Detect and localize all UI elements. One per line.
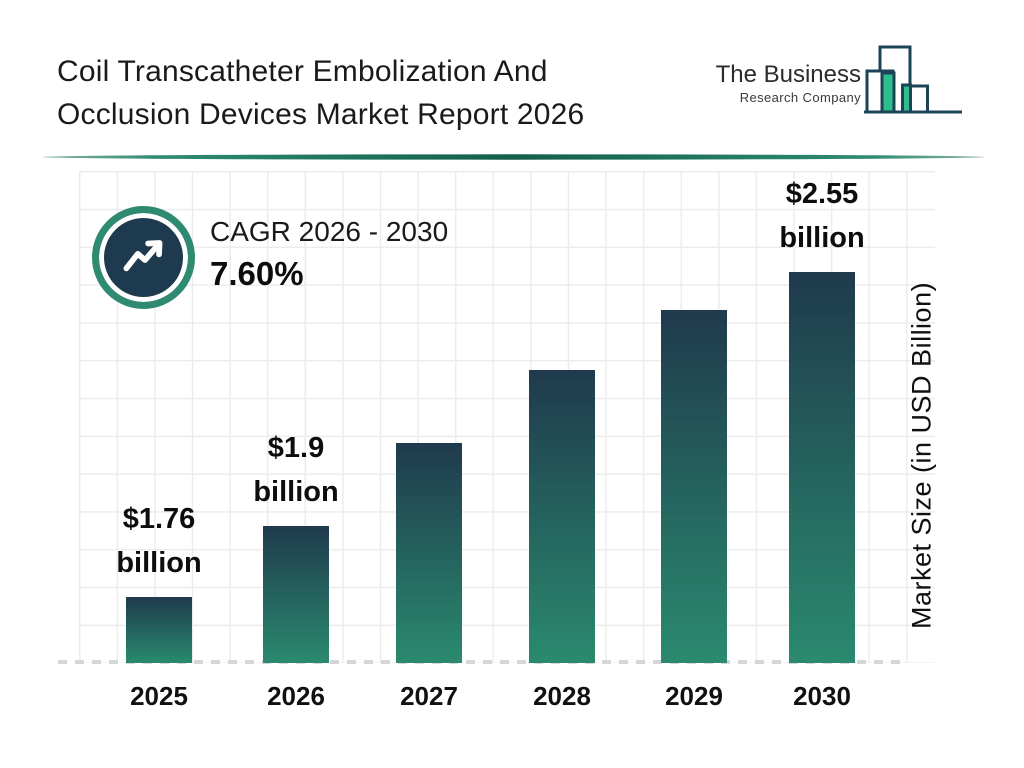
bar-2029 [661, 310, 727, 663]
page-title-line2: Occlusion Devices Market Report 2026 [57, 98, 585, 131]
bar-2030 [789, 272, 855, 663]
value-label-2026: $1.9 billion [253, 432, 339, 508]
page-title-line1: Coil Transcatheter Embolization And [57, 55, 548, 88]
x-tick-2028: 2028 [533, 681, 591, 711]
cagr-badge: CAGR 2026 - 2030 7.60% [92, 206, 512, 316]
cagr-text: CAGR 2026 - 2030 7.60% [210, 216, 448, 293]
x-tick-2026: 2026 [267, 681, 325, 711]
y-axis-label: Market Size (in USD Billion) [906, 281, 937, 629]
bar-2025 [126, 597, 192, 663]
bar-2026 [263, 526, 329, 663]
bar-chart-logo-icon [864, 45, 962, 114]
cagr-label: CAGR 2026 - 2030 [210, 216, 449, 247]
x-tick-2027: 2027 [400, 681, 458, 711]
page-title: Coil Transcatheter Embolization And Occl… [57, 50, 584, 136]
cagr-value: 7.60% [210, 255, 304, 292]
x-axis-baseline [58, 660, 908, 664]
value-label-2030: $2.55 billion [779, 178, 865, 254]
trending-up-icon [92, 206, 195, 309]
x-tick-2030: 2030 [793, 681, 851, 711]
value-label-2025: $1.76 billion [116, 503, 202, 579]
company-logo-text: The Business Research Company [716, 61, 861, 118]
bar-2028 [529, 370, 595, 663]
bar-2027 [396, 443, 462, 663]
x-tick-2029: 2029 [665, 681, 723, 711]
title-divider [42, 154, 985, 160]
logo-subname: Research Company [739, 90, 861, 105]
company-logo: The Business Research Company [716, 40, 964, 118]
x-tick-2025: 2025 [130, 681, 188, 711]
logo-name: The Business [715, 61, 861, 88]
